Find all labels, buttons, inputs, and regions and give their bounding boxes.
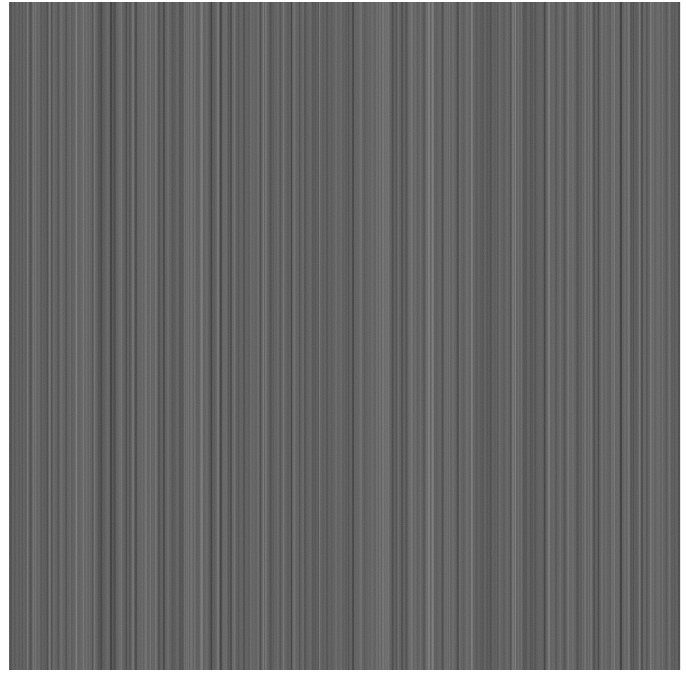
grain-overlay (9, 2, 680, 670)
